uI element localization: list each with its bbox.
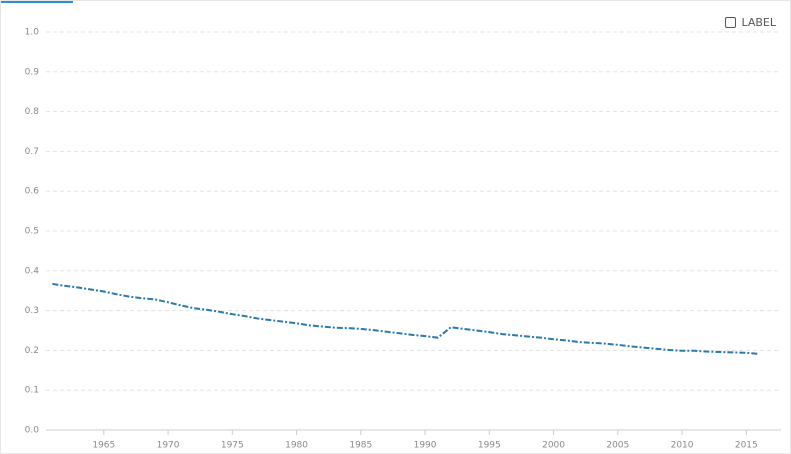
legend-label: LABEL [741, 16, 776, 29]
y-tick-label: 0.9 [25, 67, 40, 77]
x-tick-label: 1985 [349, 441, 372, 451]
x-tick-label: 1970 [157, 441, 180, 451]
x-tick-label: 1990 [414, 441, 437, 451]
x-tick-label: 1975 [221, 441, 244, 451]
y-tick-label: 0.3 [25, 306, 39, 316]
y-tick-label: 0.6 [25, 187, 40, 197]
y-tick-label: 0.2 [25, 346, 39, 356]
y-tick-label: 0.0 [25, 426, 40, 436]
x-tick-label: 1980 [285, 441, 308, 451]
y-tick-label: 0.7 [25, 147, 39, 157]
x-tick-label: 1965 [92, 441, 115, 451]
y-tick-label: 0.4 [25, 266, 40, 276]
x-tick-label: 2015 [735, 441, 758, 451]
data-line [52, 282, 760, 355]
y-tick-label: 0.8 [25, 107, 40, 117]
legend-toggle[interactable]: LABEL [725, 16, 776, 29]
y-tick-label: 1.0 [25, 28, 40, 38]
legend-checkbox[interactable] [725, 17, 737, 28]
x-tick-label: 2000 [542, 441, 565, 451]
x-tick-label: 2005 [606, 441, 629, 451]
y-tick-label: 0.5 [25, 227, 39, 237]
y-tick-label: 0.1 [25, 386, 39, 396]
x-tick-label: 2010 [671, 441, 694, 451]
x-tick-label: 1995 [478, 441, 501, 451]
active-tab-indicator [1, 1, 73, 3]
